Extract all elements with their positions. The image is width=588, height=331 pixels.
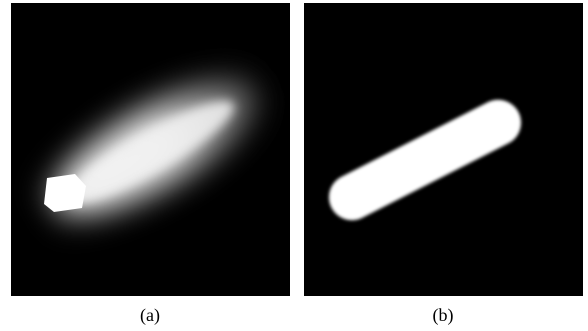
page: (a) (b) (() => { const data = JSON.parse… (0, 0, 588, 331)
panel-a-image (11, 3, 290, 296)
panel-label: (b) (433, 305, 454, 326)
panel-label: (a) (140, 305, 160, 326)
figure: (a) (b) (0, 0, 588, 331)
panel-b-image (304, 3, 583, 296)
